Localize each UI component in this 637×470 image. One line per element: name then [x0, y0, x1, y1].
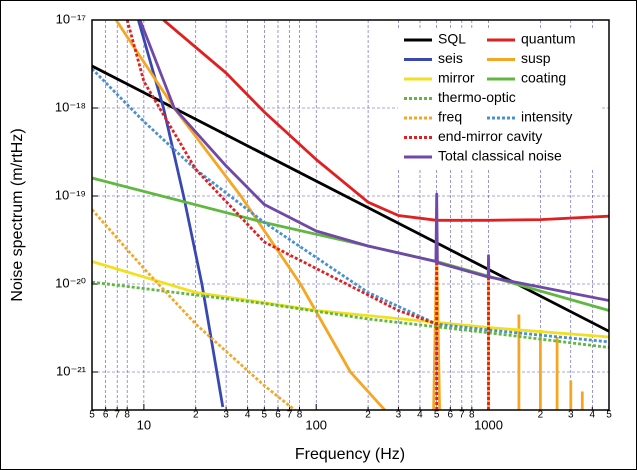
x-tick-label: 4	[590, 410, 596, 421]
y-axis-label: Noise spectrum (m/rtHz)	[9, 128, 26, 301]
x-tick-label: 10	[137, 417, 151, 432]
x-tick-label: 3	[396, 410, 402, 421]
legend-label: Total classical noise	[438, 148, 562, 164]
x-tick-label: 6	[103, 410, 109, 421]
x-tick-label: 8	[469, 410, 475, 421]
x-tick-label: 100	[305, 417, 327, 432]
x-tick-label: 5	[606, 410, 612, 421]
legend-label: seis	[438, 50, 463, 66]
x-tick-label: 5	[89, 410, 95, 421]
x-tick-label: 1000	[474, 417, 503, 432]
legend-label: quantum	[521, 31, 575, 47]
y-tick-label: 10⁻²¹	[56, 363, 87, 378]
legend-label: coating	[521, 70, 566, 86]
plot-border	[91, 19, 610, 411]
x-axis-label: Frequency (Hz)	[295, 446, 405, 463]
x-tick-label: 3	[568, 410, 574, 421]
series-line	[125, 20, 490, 410]
x-tick-label: 2	[538, 410, 544, 421]
series-line	[138, 20, 609, 302]
x-tick-label: 3	[223, 410, 229, 421]
x-tick-label: 7	[114, 410, 120, 421]
legend-label: intensity	[521, 109, 572, 125]
y-tick-label: 10⁻¹⁸	[55, 99, 86, 114]
series-line	[92, 67, 609, 344]
x-tick-label: 2	[365, 410, 371, 421]
x-tick-label: 5	[262, 410, 268, 421]
plot-lines	[92, 20, 609, 410]
legend-label: end-mirror cavity	[438, 128, 542, 144]
y-tick-label: 10⁻¹⁹	[55, 187, 86, 202]
x-tick-label: 7	[287, 410, 293, 421]
x-tick-label: 2	[193, 410, 199, 421]
y-tick-label: 10⁻²⁰	[55, 275, 86, 290]
x-tick-label: 4	[417, 410, 423, 421]
legend-label: mirror	[438, 70, 475, 86]
x-tick-label: 5	[434, 410, 440, 421]
x-tick-label: 7	[459, 410, 465, 421]
series-line	[92, 280, 609, 349]
x-tick-label: 8	[124, 410, 130, 421]
legend-label: thermo-optic	[438, 89, 516, 105]
series-line	[162, 20, 609, 222]
legend-label: freq	[438, 109, 462, 125]
x-tick-label: 4	[245, 410, 251, 421]
series-line	[92, 208, 296, 410]
y-tick-label: 10⁻¹⁷	[56, 11, 87, 26]
legend-label: SQL	[438, 31, 466, 47]
legend-label: susp	[521, 50, 551, 66]
x-tick-label: 6	[448, 410, 454, 421]
x-tick-label: 6	[275, 410, 281, 421]
legend: SQL quantum seis susp mirror coating thermo-op…	[398, 28, 601, 170]
x-tick-label: 8	[297, 410, 303, 421]
